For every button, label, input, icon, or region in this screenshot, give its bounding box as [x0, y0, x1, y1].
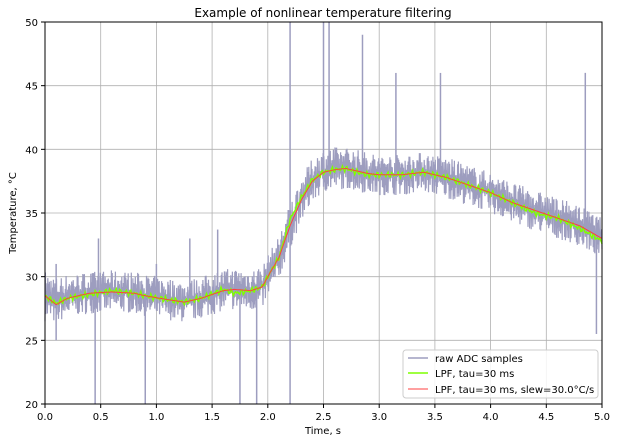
lpf-slew-series	[44, 167, 603, 306]
legend-box	[402, 349, 599, 399]
y-tick-label: 30	[25, 273, 38, 284]
x-tick-label: 5.0	[594, 412, 610, 423]
x-tick-label: 1.0	[148, 412, 164, 423]
chart-title: Example of nonlinear temperature filteri…	[194, 6, 451, 20]
x-tick-label: 0.0	[37, 412, 53, 423]
x-tick-label: 4.0	[483, 412, 499, 423]
y-tick-label: 50	[25, 18, 38, 29]
legend: raw ADC samples LPF, tau=30 ms LPF, tau=…	[402, 349, 599, 399]
x-tick-label: 2.0	[260, 412, 276, 423]
x-tick-label: 0.5	[93, 412, 109, 423]
legend-label-lpf: LPF, tau=30 ms	[435, 369, 514, 380]
x-tick-label: 3.5	[427, 412, 443, 423]
y-tick-label: 45	[25, 82, 38, 93]
y-tick-label: 20	[25, 400, 38, 411]
x-axis-label: Time, s	[304, 426, 341, 437]
y-axis-label: Temperature, °C	[8, 172, 19, 255]
x-tick-label: 4.5	[538, 412, 554, 423]
y-tick-label: 35	[25, 209, 38, 220]
x-tick-label: 2.5	[316, 412, 332, 423]
y-tick-label: 40	[25, 145, 38, 156]
legend-label-lpf-slew: LPF, tau=30 ms, slew=30.0°C/s	[435, 385, 594, 396]
raw-adc-series	[44, 147, 603, 322]
y-tick-label: 25	[25, 336, 38, 347]
legend-label-raw: raw ADC samples	[435, 354, 523, 365]
x-tick-label: 3.0	[371, 412, 387, 423]
x-tick-label: 1.5	[204, 412, 220, 423]
